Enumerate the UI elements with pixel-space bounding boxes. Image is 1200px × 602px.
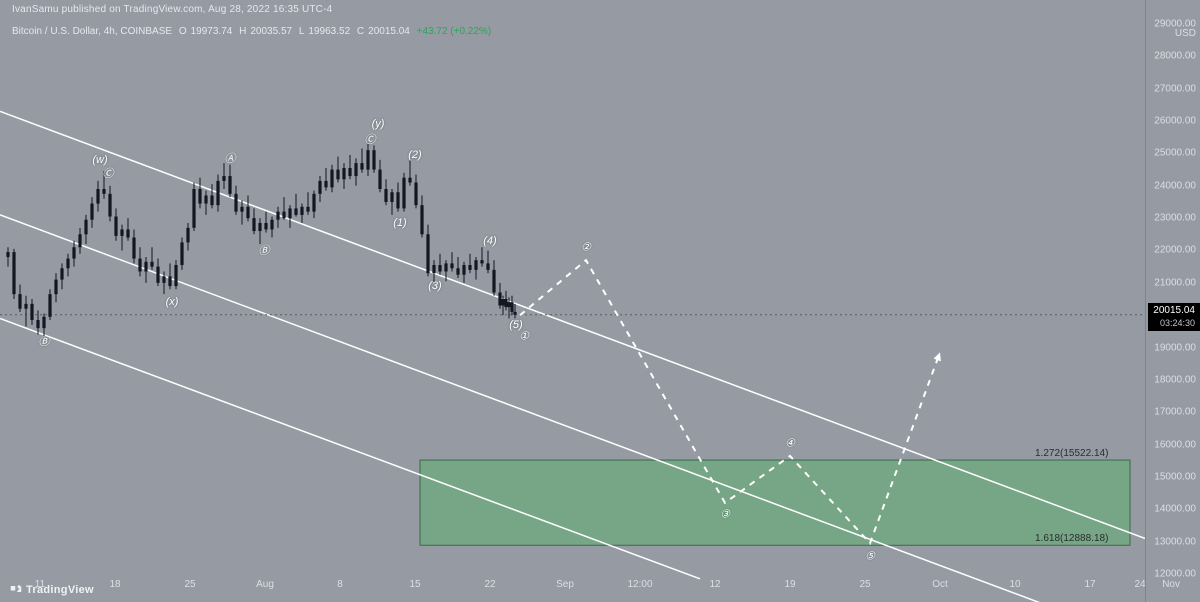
branding-text: TradingView: [26, 584, 94, 596]
y-tick: 17000.00: [1154, 407, 1196, 418]
y-tick: 18000.00: [1154, 374, 1196, 385]
elliott-label: Ⓐ: [225, 150, 236, 166]
y-tick: 16000.00: [1154, 439, 1196, 450]
elliott-label: Ⓒ: [365, 131, 376, 147]
y-tick: 22000.00: [1154, 245, 1196, 256]
x-axis: 111825Aug81522Sep12:00121925Oct101724Nov: [0, 574, 1145, 602]
y-tick: 23000.00: [1154, 213, 1196, 224]
elliott-label: Ⓒ: [103, 165, 114, 181]
x-tick: 25: [184, 579, 195, 590]
x-tick: 22: [484, 579, 495, 590]
elliott-label: (w): [92, 154, 107, 166]
elliott-label: (2): [408, 149, 421, 161]
countdown-value: 03:24:30: [1153, 317, 1195, 329]
x-tick: Sep: [556, 579, 574, 590]
x-tick: Oct: [932, 579, 948, 590]
fib-label: 1.618(12888.18): [1035, 533, 1108, 544]
price-chart[interactable]: [0, 0, 1200, 602]
y-tick: 21000.00: [1154, 277, 1196, 288]
x-tick: 19: [784, 579, 795, 590]
fib-label: 1.272(15522.14): [1035, 448, 1108, 459]
last-price-label: 20015.04 03:24:30: [1148, 303, 1200, 331]
x-tick: 8: [337, 579, 343, 590]
y-tick: 29000.00: [1154, 19, 1196, 30]
elliott-label: (1): [393, 217, 406, 229]
chart-root: IvanSamu published on TradingView.com, A…: [0, 0, 1200, 602]
x-tick: 17: [1084, 579, 1095, 590]
x-tick: 12:00: [627, 579, 652, 590]
tv-icon: [10, 583, 22, 595]
elliott-label: ③: [720, 508, 730, 521]
elliott-label: Ⓑ: [259, 242, 270, 258]
y-tick: 13000.00: [1154, 536, 1196, 547]
y-tick: 28000.00: [1154, 51, 1196, 62]
y-tick: 12000.00: [1154, 569, 1196, 580]
elliott-label: ②: [581, 241, 591, 254]
x-tick: 24: [1134, 579, 1145, 590]
x-tick: 25: [859, 579, 870, 590]
elliott-label: (4): [483, 235, 496, 247]
elliott-label: (3): [428, 280, 441, 292]
last-price-value: 20015.04: [1153, 305, 1195, 317]
x-tick: 15: [409, 579, 420, 590]
elliott-label: (x): [166, 296, 179, 308]
elliott-label: ①: [519, 330, 529, 343]
elliott-label: ④: [785, 436, 795, 449]
y-tick: 15000.00: [1154, 471, 1196, 482]
y-tick: 24000.00: [1154, 180, 1196, 191]
y-axis-unit: USD: [1175, 28, 1196, 39]
elliott-label: ⑤: [865, 550, 875, 563]
y-tick: 26000.00: [1154, 116, 1196, 127]
x-tick: 10: [1009, 579, 1020, 590]
y-tick: 14000.00: [1154, 504, 1196, 515]
elliott-label: (y): [372, 118, 385, 130]
y-tick: 19000.00: [1154, 342, 1196, 353]
x-tick: Aug: [256, 579, 274, 590]
y-tick: 25000.00: [1154, 148, 1196, 159]
elliott-label: Ⓑ: [39, 333, 50, 349]
y-tick: 27000.00: [1154, 83, 1196, 94]
y-axis: USD 12000.00 13000.00 14000.00 15000.00 1600…: [1145, 0, 1200, 602]
x-tick: 18: [109, 579, 120, 590]
x-tick: Nov: [1162, 579, 1180, 590]
x-tick: 12: [709, 579, 720, 590]
tradingview-logo: TradingView: [10, 583, 94, 596]
